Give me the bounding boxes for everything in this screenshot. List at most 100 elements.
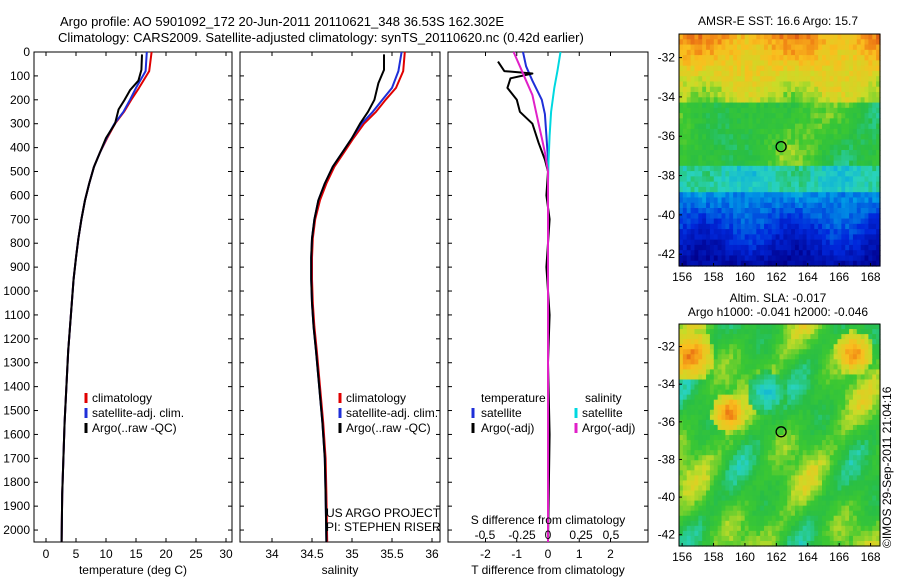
xtick-label: 30 — [219, 547, 233, 561]
map-subtitle-sla: Argo h1000: -0.041 h2000: -0.046 — [688, 305, 868, 319]
ytick-label: 100 — [10, 69, 30, 83]
map-ytick-label: -36 — [658, 129, 676, 143]
ytick-label: 1400 — [3, 380, 30, 394]
map-xtick-label: 160 — [735, 270, 755, 284]
map-xtick-label: 164 — [798, 550, 818, 564]
legend-label: climatology — [346, 391, 406, 405]
ytick-label: 500 — [10, 165, 30, 179]
xtick-label: 10 — [99, 547, 113, 561]
xtick-label: 2 — [607, 547, 614, 561]
ytick-label: 1800 — [3, 475, 30, 489]
argo-position-marker — [775, 426, 787, 438]
xtick-top-label: 0 — [545, 528, 552, 542]
xtick-label: 15 — [129, 547, 143, 561]
series-line-argo — [310, 54, 385, 543]
x-axis-label: temperature (deg C) — [79, 563, 187, 577]
map-xtick-label: 162 — [766, 270, 786, 284]
map-frame-4 — [678, 323, 881, 547]
legend-label: climatology — [92, 391, 152, 405]
legend-label: satellite-adj. clim. — [92, 406, 184, 420]
map-ytick-label: -36 — [658, 415, 676, 429]
map-xtick-label: 168 — [861, 550, 881, 564]
ytick-label: 1200 — [3, 332, 30, 346]
ytick-label: 800 — [10, 236, 30, 250]
xtick-top-label: 0.25 — [569, 528, 593, 542]
xtick-label: 20 — [159, 547, 173, 561]
map-ytick-label: -40 — [658, 208, 676, 222]
xtick-label: 35.5 — [380, 547, 404, 561]
map-xtick-label: 156 — [672, 270, 692, 284]
ytick-label: 1500 — [3, 404, 30, 418]
xtick-label: -1 — [511, 547, 522, 561]
map-ytick-label: -32 — [658, 340, 676, 354]
legend-label: Argo(..raw -QC) — [346, 421, 431, 435]
legend-label: satellite-adj. clim. — [346, 406, 438, 420]
x-axis-label: T difference from climatology — [471, 563, 625, 577]
map-xtick-label: 160 — [735, 550, 755, 564]
legend-label: satellite — [481, 406, 522, 420]
xtick-label: -2 — [480, 547, 491, 561]
imos-credit: ©IMOS 29-Sep-2011 21:04:16 — [880, 386, 894, 548]
annotation-project: US ARGO PROJECT — [326, 506, 441, 520]
map-ytick-label: -38 — [658, 452, 676, 466]
ytick-label: 700 — [10, 212, 30, 226]
map-frame-3 — [678, 33, 881, 267]
map-xtick-label: 164 — [798, 270, 818, 284]
ytick-label: 900 — [10, 260, 30, 274]
ytick-label: 0 — [23, 45, 30, 59]
title-line-1: Argo profile: AO 5901092_172 20-Jun-2011… — [60, 14, 505, 29]
ytick-label: 1900 — [3, 499, 30, 513]
xtick-top-label: -0.5 — [475, 528, 496, 542]
argo-position-marker — [775, 141, 787, 153]
ytick-label: 1100 — [4, 308, 30, 322]
xtick-top-label: -0.25 — [508, 528, 536, 542]
map-ytick-label: -38 — [658, 169, 676, 183]
series-line-argo — [60, 54, 143, 543]
map-ytick-label: -34 — [658, 90, 676, 104]
map-ytick-label: -32 — [658, 51, 676, 65]
series-line-argo — [497, 61, 551, 543]
map-title-sla: Altim. SLA: -0.017 — [730, 291, 827, 305]
legend-label: Argo(-adj) — [582, 421, 635, 435]
ytick-label: 1700 — [3, 451, 30, 465]
ytick-label: 400 — [10, 141, 30, 155]
map-field-3 — [679, 34, 881, 267]
xtick-label: 34.5 — [300, 547, 324, 561]
xtick-label: 0 — [545, 547, 552, 561]
ytick-label: 1300 — [3, 356, 30, 370]
xtick-label: 36 — [425, 547, 439, 561]
xtick-label: 25 — [189, 547, 203, 561]
legend-title-salinity: salinity — [585, 391, 622, 405]
series-line-satellite — [522, 51, 549, 542]
map-field-4 — [679, 324, 881, 547]
x-axis-label: salinity — [322, 563, 359, 577]
ytick-label: 2000 — [3, 523, 30, 537]
legend-label: Argo(-adj) — [481, 421, 534, 435]
map-xtick-label: 158 — [704, 550, 724, 564]
title-line-2: Climatology: CARS2009. Satellite-adjuste… — [58, 30, 584, 45]
map-ytick-label: -40 — [658, 490, 676, 504]
panel-frame-0 — [33, 51, 233, 543]
annotation-pi: PI: STEPHEN RISER — [326, 520, 441, 534]
map-xtick-label: 156 — [672, 550, 692, 564]
panel-frame-1 — [239, 51, 441, 543]
map-xtick-label: 166 — [829, 550, 849, 564]
legend-label: satellite — [582, 406, 623, 420]
xtick-top-label: 0.5 — [603, 528, 620, 542]
ytick-label: 200 — [10, 93, 30, 107]
xtick-label: 35 — [345, 547, 359, 561]
xtick-label: 34 — [265, 547, 279, 561]
map-ytick-label: -42 — [658, 247, 676, 261]
map-xtick-label: 158 — [704, 270, 724, 284]
legend-label: Argo(..raw -QC) — [92, 421, 177, 435]
ytick-label: 1600 — [3, 427, 30, 441]
map-ytick-label: -34 — [658, 377, 676, 391]
xtick-label: 0 — [43, 547, 50, 561]
map-ytick-label: -42 — [658, 528, 676, 542]
map-xtick-label: 166 — [829, 270, 849, 284]
legend-title-temperature: temperature — [481, 391, 546, 405]
ytick-label: 600 — [10, 188, 30, 202]
map-xtick-label: 168 — [861, 270, 881, 284]
